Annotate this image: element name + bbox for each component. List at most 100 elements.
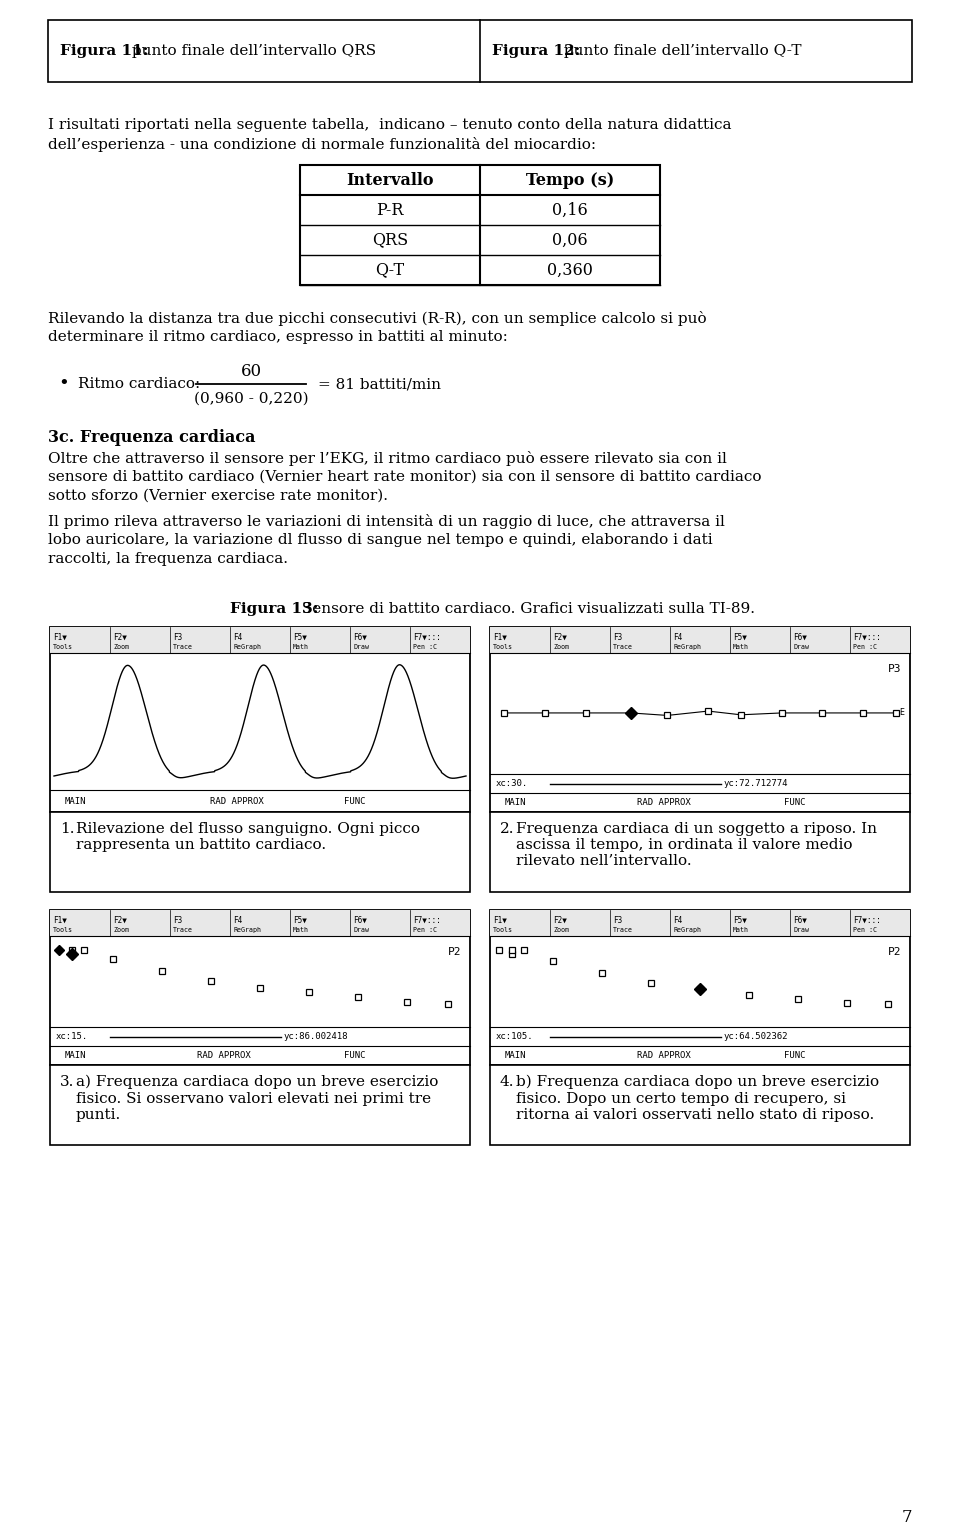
Bar [490, 812, 910, 892]
Text: Math: Math [733, 927, 749, 933]
Text: 1.: 1. [60, 822, 75, 835]
Text: Figura 11:: Figura 11: [60, 44, 149, 58]
Text: F7▼:::: F7▼::: [413, 632, 441, 641]
Bar [50, 910, 470, 936]
Text: xc:105.: xc:105. [496, 1033, 534, 1040]
Text: Tools: Tools [53, 927, 73, 933]
Text: F7▼:::: F7▼::: [853, 632, 880, 641]
Text: Trace: Trace [613, 644, 633, 650]
Text: yc:86.002418: yc:86.002418 [284, 1033, 348, 1040]
Text: Oltre che attraverso il sensore per l’EKG, il ritmo cardiaco può essere rilevato: Oltre che attraverso il sensore per l’EK… [48, 451, 727, 467]
Bar [490, 627, 910, 812]
Text: Draw: Draw [793, 644, 809, 650]
Text: F4: F4 [233, 915, 242, 924]
Text: F1▼: F1▼ [493, 915, 507, 924]
Text: FUNC: FUNC [784, 1051, 805, 1060]
Text: QRS: QRS [372, 231, 408, 248]
Text: Tempo (s): Tempo (s) [526, 171, 614, 188]
Text: RAD APPROX: RAD APPROX [209, 797, 263, 805]
Text: 0,16: 0,16 [552, 202, 588, 219]
Text: (0,960 - 0,220): (0,960 - 0,220) [194, 392, 308, 405]
Text: F4: F4 [673, 915, 683, 924]
Text: Trace: Trace [173, 644, 193, 650]
Text: F5▼: F5▼ [733, 632, 747, 641]
Text: Figura 13:: Figura 13: [230, 601, 319, 617]
Text: Tools: Tools [493, 644, 513, 650]
Text: 7: 7 [901, 1510, 912, 1527]
Text: F1▼: F1▼ [53, 632, 67, 641]
Text: FUNC: FUNC [784, 799, 805, 806]
Text: lobo auricolare, la variazione dl flusso di sangue nel tempo e quindi, elaborand: lobo auricolare, la variazione dl flusso… [48, 532, 712, 548]
Text: Trace: Trace [173, 927, 193, 933]
Text: Math: Math [733, 644, 749, 650]
Text: Zoom: Zoom [553, 644, 569, 650]
Text: F6▼: F6▼ [353, 915, 367, 924]
Text: MAIN: MAIN [505, 1051, 526, 1060]
Text: F7▼:::: F7▼::: [853, 915, 880, 924]
Text: F3: F3 [173, 915, 182, 924]
Text: F7▼:::: F7▼::: [413, 915, 441, 924]
Text: raccolti, la frequenza cardiaca.: raccolti, la frequenza cardiaca. [48, 552, 288, 566]
Text: MAIN: MAIN [65, 797, 86, 805]
Text: F2▼: F2▼ [553, 915, 566, 924]
Text: Figura 12:: Figura 12: [492, 44, 580, 58]
Text: 3.: 3. [60, 1076, 74, 1089]
Bar [50, 627, 470, 812]
Text: 3c. Frequenza cardiaca: 3c. Frequenza cardiaca [48, 428, 255, 447]
Bar [490, 1065, 910, 1144]
Bar [50, 910, 470, 1065]
Text: Pen :C: Pen :C [853, 644, 877, 650]
Text: Trace: Trace [613, 927, 633, 933]
Text: MAIN: MAIN [65, 1051, 86, 1060]
Text: F2▼: F2▼ [553, 632, 566, 641]
Text: MAIN: MAIN [505, 799, 526, 806]
Text: Rilevando la distanza tra due picchi consecutivi (R-R), con un semplice calcolo : Rilevando la distanza tra due picchi con… [48, 311, 707, 326]
Text: punto finale dell’intervallo Q-T: punto finale dell’intervallo Q-T [559, 44, 802, 58]
Text: P-R: P-R [376, 202, 404, 219]
Text: Tools: Tools [493, 927, 513, 933]
Text: P2: P2 [448, 947, 462, 956]
Bar [300, 165, 660, 285]
Text: FUNC: FUNC [344, 1051, 366, 1060]
Text: a) Frequenza cardiaca dopo un breve esercizio
fisico. Si osservano valori elevat: a) Frequenza cardiaca dopo un breve eser… [76, 1076, 439, 1121]
Text: Tools: Tools [53, 644, 73, 650]
Text: 2.: 2. [500, 822, 515, 835]
Text: F6▼: F6▼ [353, 632, 367, 641]
Text: Draw: Draw [353, 644, 369, 650]
Text: ReGraph: ReGraph [673, 644, 701, 650]
Text: F2▼: F2▼ [113, 915, 127, 924]
Bar [490, 627, 910, 653]
Text: = 81 battiti/min: = 81 battiti/min [318, 376, 441, 392]
Text: I risultati riportati nella seguente tabella,  indicano – tenuto conto della nat: I risultati riportati nella seguente tab… [48, 118, 732, 132]
Text: Draw: Draw [353, 927, 369, 933]
Text: Q-T: Q-T [375, 262, 404, 278]
Text: F6▼: F6▼ [793, 632, 806, 641]
Text: Zoom: Zoom [113, 927, 129, 933]
Text: Zoom: Zoom [113, 644, 129, 650]
Text: determinare il ritmo cardiaco, espresso in battiti al minuto:: determinare il ritmo cardiaco, espresso … [48, 330, 508, 344]
Bar [48, 20, 912, 83]
Text: dell’esperienza - una condizione di normale funzionalità del miocardio:: dell’esperienza - una condizione di norm… [48, 138, 596, 151]
Text: b) Frequenza cardiaca dopo un breve esercizio
fisico. Dopo un certo tempo di rec: b) Frequenza cardiaca dopo un breve eser… [516, 1076, 879, 1121]
Text: Zoom: Zoom [553, 927, 569, 933]
Text: P2: P2 [888, 947, 901, 956]
Text: F3: F3 [613, 632, 622, 641]
Text: 4.: 4. [500, 1076, 515, 1089]
Text: 0,360: 0,360 [547, 262, 593, 278]
Text: F1▼: F1▼ [493, 632, 507, 641]
Bar [490, 910, 910, 1065]
Text: RAD APPROX: RAD APPROX [637, 1051, 691, 1060]
Text: sotto sforzo (Vernier exercise rate monitor).: sotto sforzo (Vernier exercise rate moni… [48, 490, 388, 503]
Text: punto finale dell’intervallo QRS: punto finale dell’intervallo QRS [127, 44, 376, 58]
Bar [50, 812, 470, 892]
Text: Pen :C: Pen :C [413, 927, 437, 933]
Text: sensore di battito cardiaco (Vernier heart rate monitor) sia con il sensore di b: sensore di battito cardiaco (Vernier hea… [48, 470, 761, 483]
Bar [490, 910, 910, 936]
Text: F1▼: F1▼ [53, 915, 67, 924]
Text: E: E [899, 708, 903, 718]
Text: Sensore di battito cardiaco. Grafici visualizzati sulla TI-89.: Sensore di battito cardiaco. Grafici vis… [297, 601, 755, 617]
Text: F5▼: F5▼ [293, 632, 307, 641]
Text: F3: F3 [613, 915, 622, 924]
Text: Il primo rileva attraverso le variazioni di intensità di un raggio di luce, che : Il primo rileva attraverso le variazioni… [48, 514, 725, 529]
Text: F5▼: F5▼ [293, 915, 307, 924]
